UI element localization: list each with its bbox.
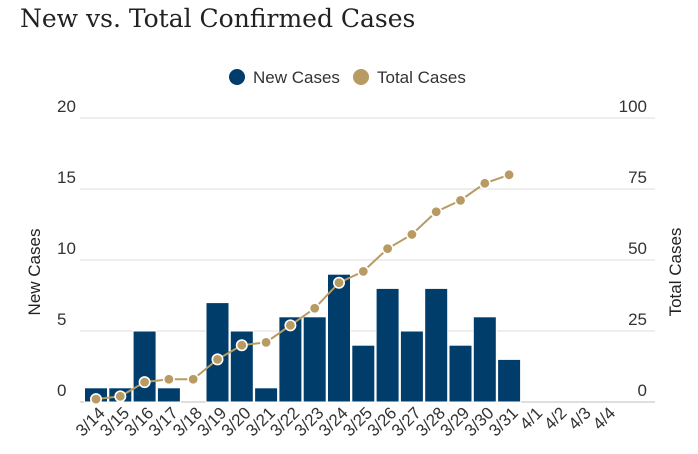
legend-label-new-cases: New Cases [253, 68, 340, 87]
bar-new-cases [132, 330, 157, 403]
point-total-cases [381, 242, 394, 255]
left-tick-label: 20 [57, 97, 76, 116]
left-tick-label: 10 [57, 239, 76, 258]
bar-new-cases [302, 316, 327, 403]
point-total-cases [430, 205, 443, 218]
point-total-cases [211, 353, 224, 366]
bar-new-cases [399, 330, 424, 403]
bar-new-cases [424, 287, 449, 403]
right-axis-title: Total Cases [666, 228, 685, 317]
x-tick-label: 4/4 [589, 403, 619, 433]
point-total-cases [478, 177, 491, 190]
bar-new-cases [205, 302, 230, 403]
bar-new-cases [472, 316, 497, 403]
left-axis-title: New Cases [25, 229, 44, 316]
legend-label-total-cases: Total Cases [377, 68, 466, 87]
point-total-cases [357, 265, 370, 278]
right-tick-label: 25 [628, 310, 647, 329]
bar-new-cases [327, 273, 351, 403]
point-total-cases [405, 228, 418, 241]
point-total-cases [162, 373, 175, 386]
bar-new-cases [278, 316, 303, 403]
bar-new-cases [254, 387, 279, 403]
bar-new-cases [375, 287, 400, 403]
point-total-cases [235, 339, 248, 352]
point-total-cases [454, 194, 467, 207]
right-tick-label: 0 [638, 381, 647, 400]
right-tick-label: 75 [628, 168, 647, 187]
legend-marker-new-cases [229, 69, 245, 85]
point-total-cases [90, 393, 103, 406]
bar-new-cases [156, 387, 181, 403]
left-tick-label: 5 [57, 310, 66, 329]
bar-new-cases [351, 344, 376, 403]
left-tick-label: 15 [57, 168, 76, 187]
point-total-cases [503, 168, 516, 181]
point-total-cases [284, 319, 297, 332]
point-total-cases [260, 336, 273, 349]
bar-new-cases [448, 344, 473, 403]
legend-marker-total-cases [353, 69, 369, 85]
chart-title: New vs. Total Confirmed Cases [20, 4, 416, 33]
right-tick-label: 50 [628, 239, 647, 258]
point-total-cases [308, 302, 321, 315]
left-tick-label: 0 [57, 381, 66, 400]
point-total-cases [114, 390, 127, 403]
right-tick-label: 100 [619, 97, 647, 116]
point-total-cases [138, 376, 151, 389]
point-total-cases [187, 373, 200, 386]
bar-new-cases [497, 358, 522, 403]
point-total-cases [332, 276, 345, 289]
